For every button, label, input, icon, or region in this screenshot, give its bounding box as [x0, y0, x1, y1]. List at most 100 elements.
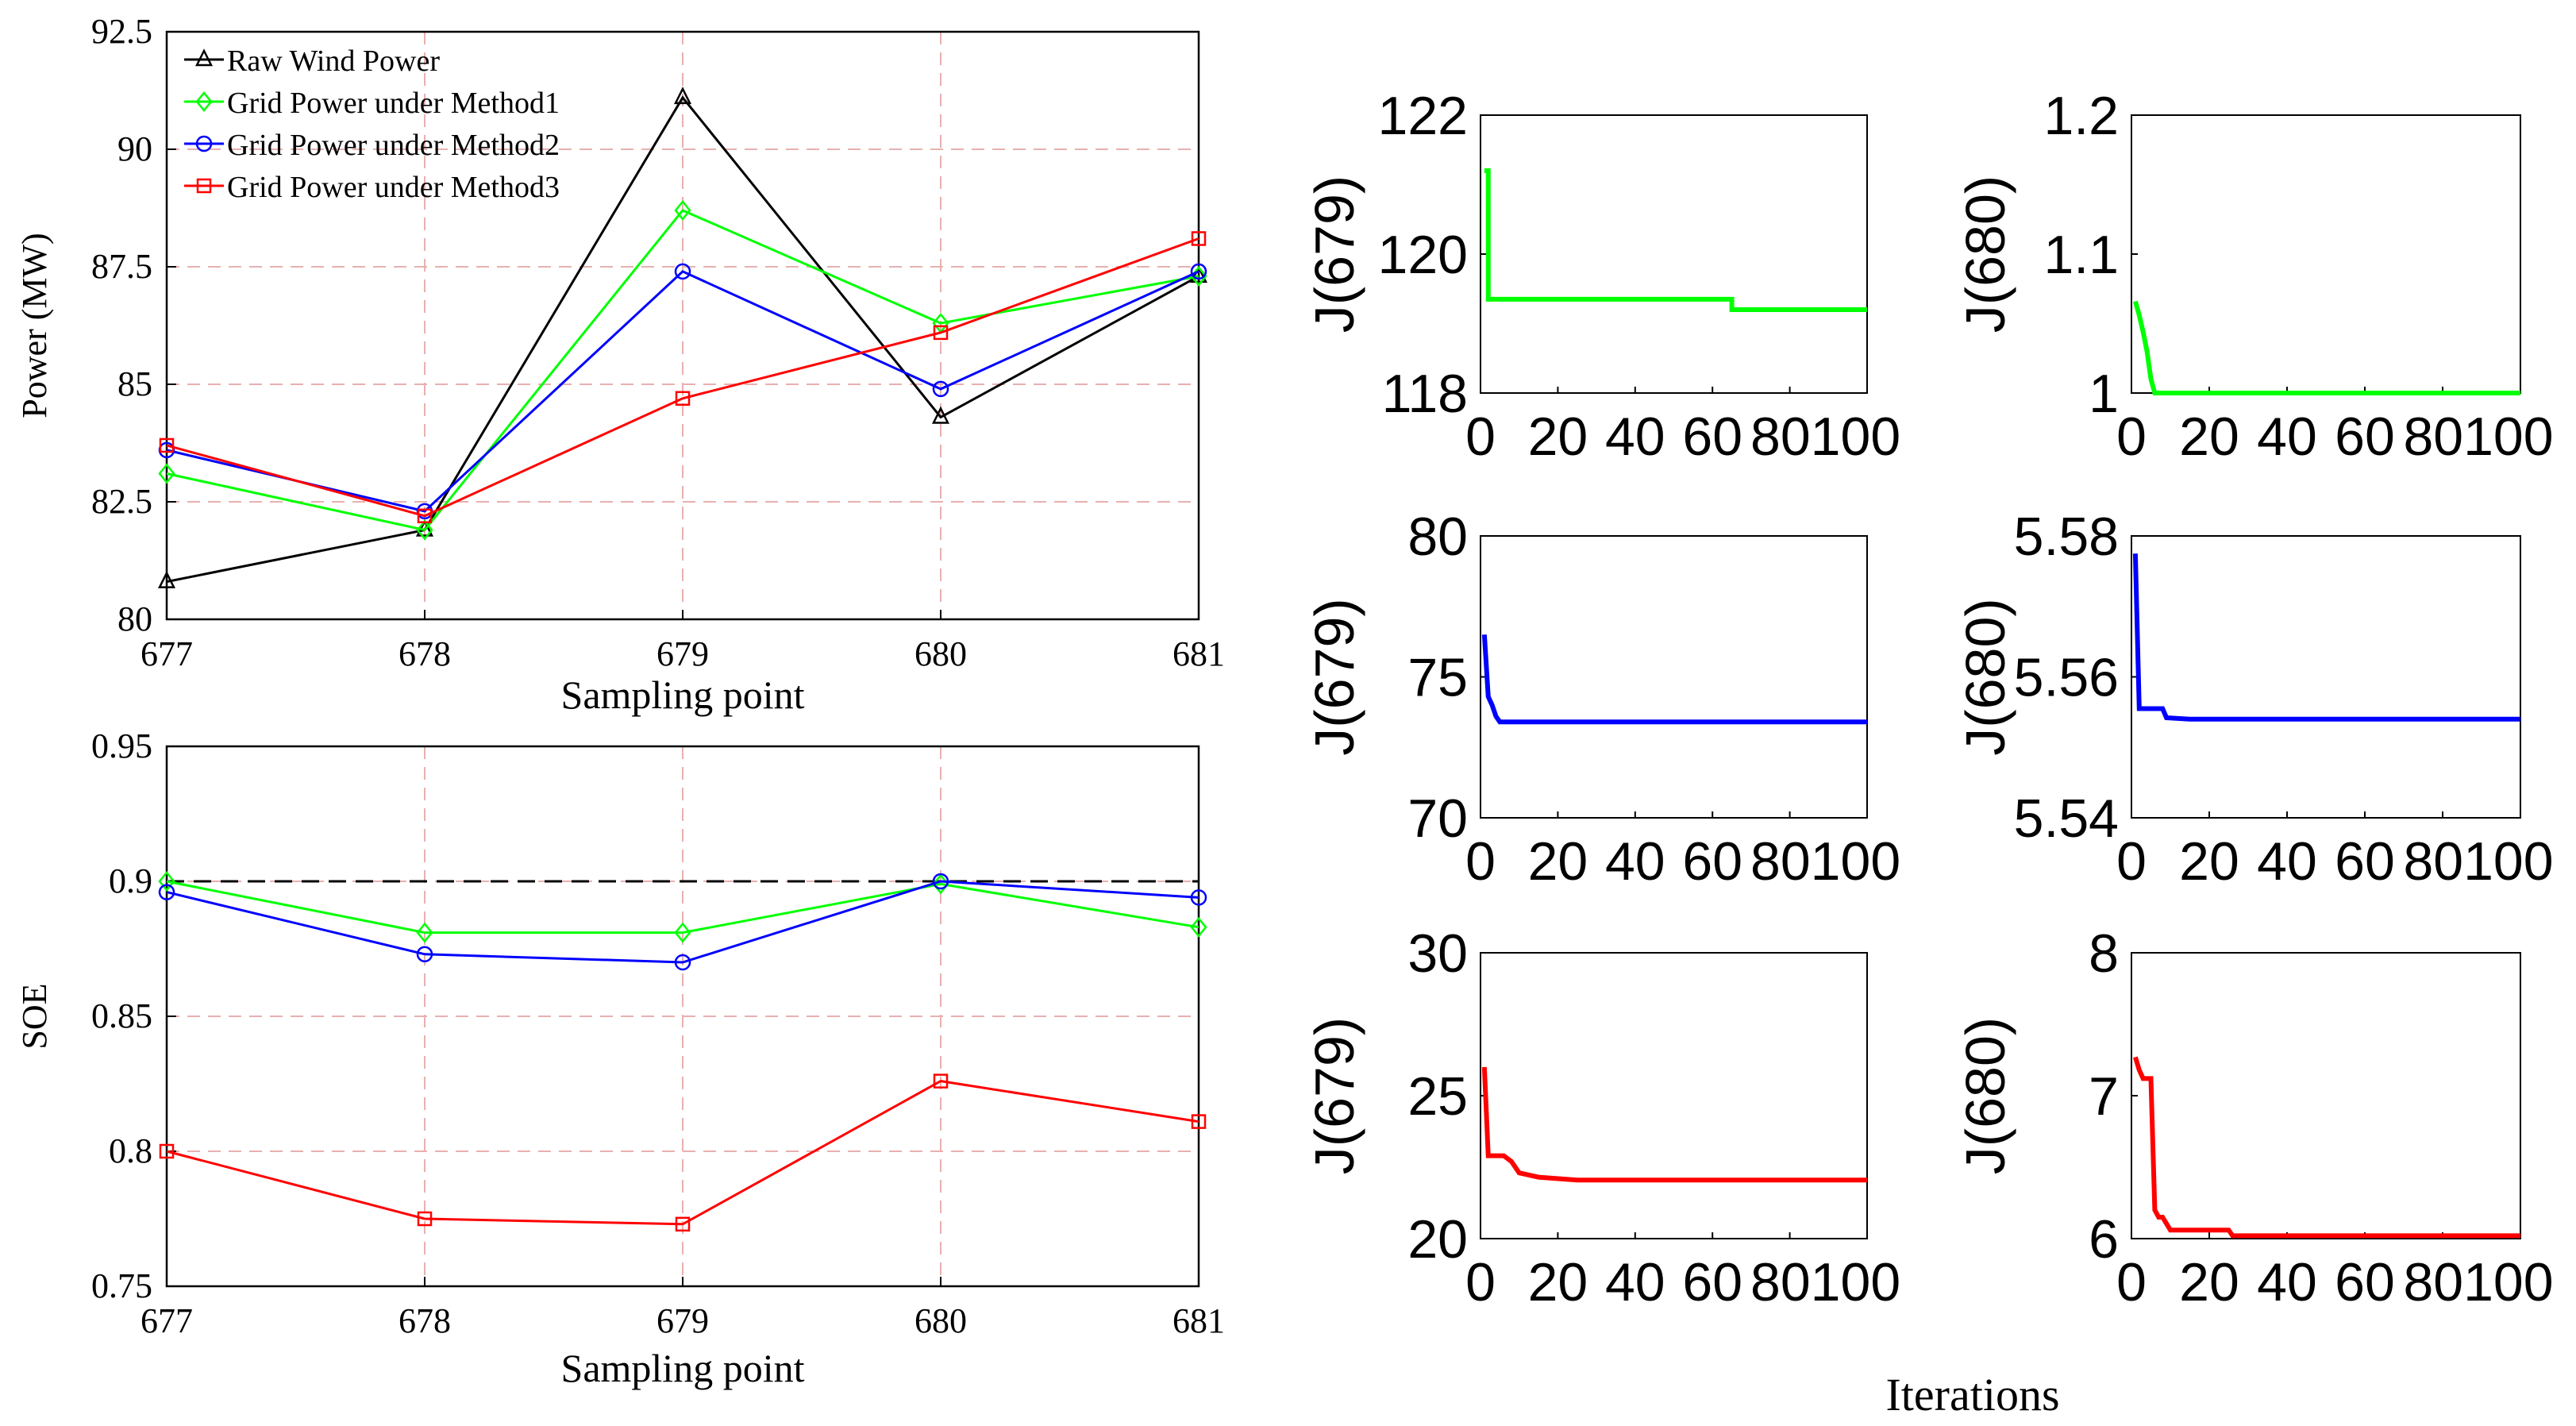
y-axis-label: J(680) — [1954, 175, 2016, 333]
data-point — [1190, 263, 1207, 280]
series-3 — [159, 231, 1207, 524]
x-tick-label: 60 — [2335, 831, 2395, 892]
legend-entry: Grid Power under Method1 — [227, 87, 560, 120]
x-tick-label: 40 — [2257, 1252, 2317, 1312]
axes-box — [1480, 535, 1868, 819]
x-tick-label: 20 — [2179, 1252, 2239, 1312]
y-tick-label: 0.9 — [109, 861, 152, 900]
data-point — [416, 922, 433, 943]
data-point — [1190, 889, 1207, 906]
x-tick-label: 0 — [2116, 1252, 2147, 1312]
legend: Raw Wind Power Grid Power under Method1 Gr… — [184, 44, 560, 204]
data-point — [158, 871, 175, 892]
data-point — [158, 884, 175, 900]
y-tick-label: 20 — [1407, 1209, 1468, 1270]
x-tick-label: 80100 — [2403, 407, 2553, 467]
y-tick-label: 75 — [1407, 648, 1468, 708]
series-line — [166, 270, 1199, 513]
x-tick-label: 681 — [1172, 1301, 1225, 1340]
x-tick-label: 40 — [2257, 407, 2317, 467]
axes-box — [2131, 114, 2521, 394]
x-tick-label: 679 — [657, 634, 709, 673]
y-tick-label: 7 — [2089, 1066, 2119, 1127]
data-point — [931, 406, 950, 424]
axes-box — [1480, 952, 1868, 1239]
x-tick-label: 677 — [141, 1301, 193, 1340]
x-tick-label: 80100 — [2403, 1252, 2553, 1312]
x-tick-label: 20 — [1528, 831, 1588, 892]
y-tick-label: 87.5 — [91, 247, 152, 286]
data-point — [159, 437, 175, 453]
x-tick-label: 680 — [914, 634, 967, 673]
x-tick-label: 20 — [2179, 831, 2239, 892]
data-point — [675, 1216, 691, 1232]
x-tick-label: 80100 — [2403, 831, 2553, 892]
x-tick-label: 60 — [2335, 1252, 2395, 1312]
convergence-line — [1484, 168, 1867, 312]
data-point — [417, 1211, 433, 1227]
y-tick-label: 80 — [1407, 507, 1468, 567]
legend-entry: Raw Wind Power — [227, 44, 440, 78]
y-tick-label: 5.58 — [2014, 507, 2119, 567]
y-tick-label: 0.95 — [91, 726, 152, 765]
x-tick-label: 678 — [399, 634, 451, 673]
data-point — [674, 922, 691, 943]
series-2 — [159, 1073, 1207, 1232]
data-point — [416, 946, 433, 963]
data-point — [1191, 1114, 1207, 1129]
y-tick-label: 1.2 — [2043, 86, 2119, 146]
y-tick-label: 1.1 — [2043, 225, 2119, 285]
data-point — [674, 199, 691, 221]
y-axis-label: Power (MW) — [15, 233, 54, 418]
convergence-line — [2133, 1056, 2520, 1239]
x-tick-label: 60 — [1682, 1252, 1742, 1312]
y-tick-label: 0.8 — [109, 1131, 152, 1170]
x-tick-label: 677 — [141, 634, 193, 673]
legend-marker — [195, 91, 213, 112]
data-point — [933, 1073, 949, 1089]
legend-marker — [194, 48, 214, 67]
x-tick-label: 679 — [657, 1301, 709, 1340]
x-tick-label: 0 — [2116, 831, 2147, 892]
series-line — [166, 1080, 1199, 1226]
data-point — [675, 391, 691, 407]
iterations-label: Iterations — [1885, 1369, 2059, 1420]
y-tick-label: 80 — [117, 599, 152, 638]
x-tick-label: 80100 — [1750, 1252, 1900, 1312]
y-tick-label: 5.56 — [2014, 648, 2119, 708]
y-tick-label: 30 — [1407, 923, 1468, 984]
chart-soe: 677 678 679 680 681 0.75 0.8 0.85 0.9 0.95 Samplin… — [15, 726, 1225, 1390]
data-point — [1191, 231, 1207, 246]
series-line — [166, 209, 1199, 532]
y-tick-label: 5.54 — [2014, 788, 2119, 849]
x-tick-label: 680 — [914, 1301, 967, 1340]
axes-box — [2131, 535, 2521, 819]
x-tick-label: 80100 — [1750, 831, 1900, 892]
x-tick-label: 0 — [1465, 831, 1496, 892]
x-tick-label: 678 — [399, 1301, 451, 1340]
axes-box — [2131, 952, 2521, 1239]
convergence-line — [1481, 634, 1867, 725]
data-point — [674, 954, 691, 971]
series-line — [166, 237, 1199, 518]
y-axis-label: J(679) — [1303, 598, 1365, 755]
y-tick-label: 122 — [1378, 86, 1468, 146]
chart-j680_m1: 0 20 40 60 80100 1 1.1 1.2 J(680) — [1954, 86, 2554, 467]
x-tick-label: 80100 — [1750, 407, 1900, 467]
y-tick-label: 25 — [1407, 1066, 1468, 1127]
y-tick-label: 85 — [117, 364, 152, 403]
y-axis-label: SOE — [15, 983, 54, 1049]
data-point — [1189, 265, 1208, 283]
legend-marker — [195, 135, 213, 152]
legend-entry: Grid Power under Method2 — [227, 129, 560, 162]
x-tick-label: 0 — [1465, 407, 1496, 467]
x-tick-label: 60 — [2335, 407, 2395, 467]
x-tick-label: 0 — [2116, 407, 2147, 467]
x-tick-label: 20 — [1528, 407, 1588, 467]
convergence-line — [2132, 553, 2520, 722]
series-line — [166, 880, 1199, 964]
y-tick-label: 6 — [2089, 1209, 2119, 1270]
data-point — [416, 519, 433, 541]
